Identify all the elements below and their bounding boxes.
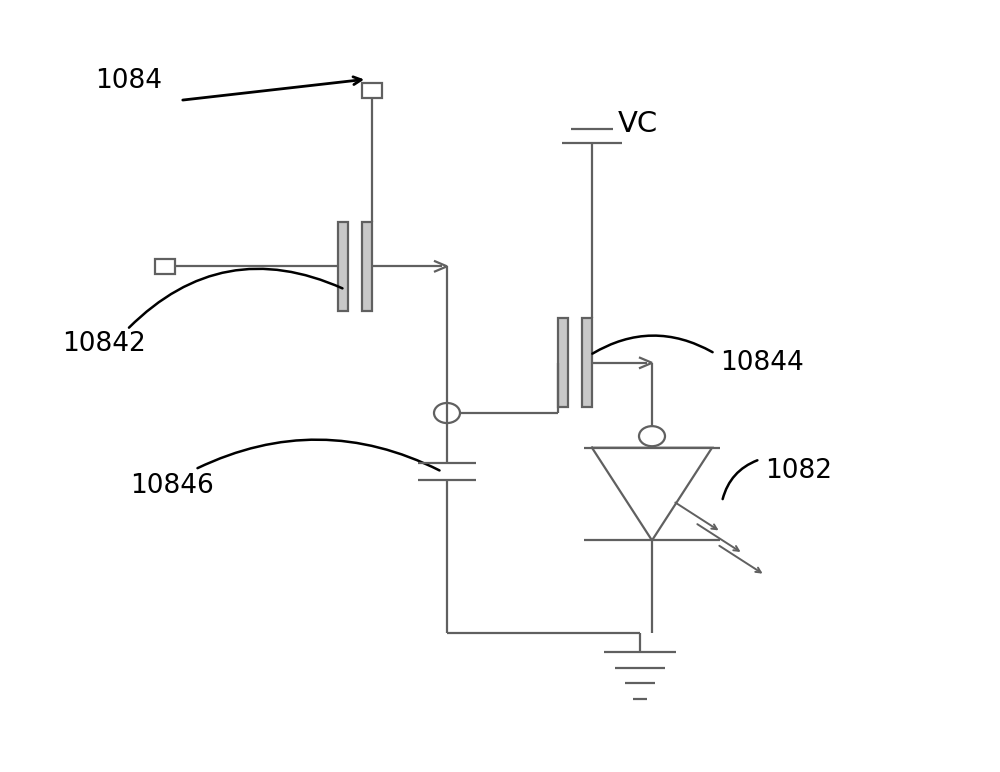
Text: 1082: 1082 [765, 458, 832, 484]
Bar [362, 83, 382, 98]
Circle shape [434, 403, 460, 423]
Bar [362, 222, 372, 310]
Circle shape [639, 426, 665, 446]
Bar [155, 259, 175, 274]
Bar [582, 318, 592, 407]
Bar [338, 222, 348, 310]
Text: 10842: 10842 [62, 330, 146, 357]
FancyArrowPatch shape [198, 439, 440, 470]
Text: 10846: 10846 [130, 473, 214, 499]
FancyArrowPatch shape [129, 269, 342, 327]
Text: VC: VC [618, 110, 658, 137]
FancyArrowPatch shape [592, 336, 713, 354]
Bar [558, 318, 568, 407]
FancyArrowPatch shape [723, 460, 757, 499]
Text: 1084: 1084 [95, 68, 162, 94]
Text: 10844: 10844 [720, 350, 804, 376]
